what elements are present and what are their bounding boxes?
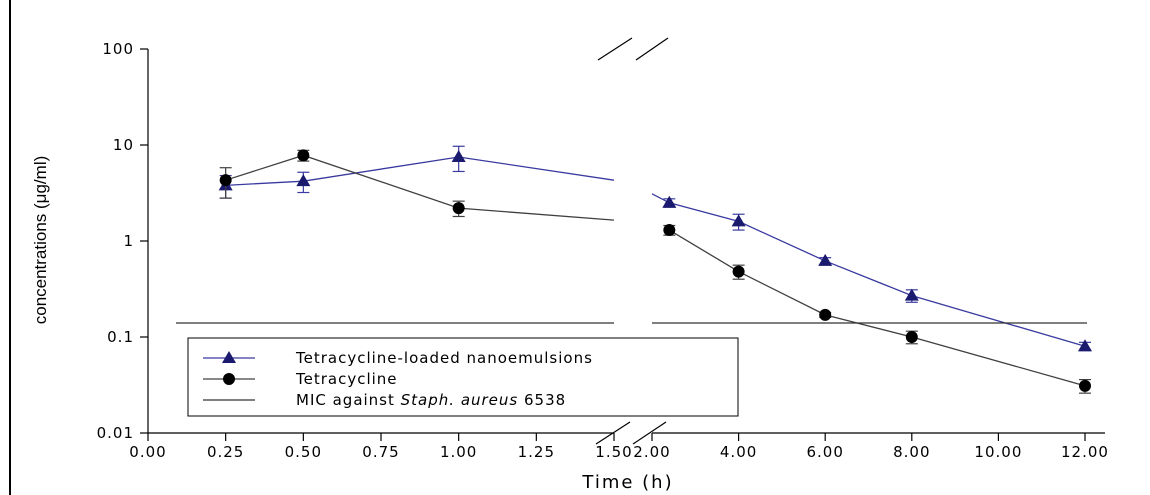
y-tick-label: 0.01 [97, 424, 134, 442]
x-tick-label: 1.25 [518, 443, 555, 461]
data-point-circle [1079, 379, 1091, 392]
x-tick-label: 10.00 [974, 443, 1022, 461]
x-tick-label: 0.25 [207, 443, 244, 461]
legend-marker-circle [223, 373, 235, 385]
y-tick-label: 10 [113, 136, 134, 154]
x-tick-label: 6.00 [806, 443, 843, 461]
legend-label-mic: MIC against Staph. aureus 6538 [296, 391, 566, 409]
x-tick-label: 12.00 [1061, 443, 1109, 461]
legend-label-nanoemulsions: Tetracycline-loaded nanoemulsions [295, 349, 593, 367]
data-point-circle [819, 308, 832, 321]
data-point-circle [905, 331, 918, 343]
series-layer [176, 145, 1092, 394]
data-point-circle [297, 149, 310, 162]
y-axis-title: concentrations (μg/ml) [31, 156, 50, 325]
axis-break-mark [632, 421, 667, 445]
x-tick-label: 0.00 [129, 443, 166, 461]
legend-label-tetracycline: Tetracycline [295, 370, 398, 388]
axes: 100 10 1 0.1 0.010.00 0.25 0.50 0.75 1.00 1.25 1.5… [97, 37, 1109, 461]
legend: Tetracycline-loaded nanoemulsions Tetrac… [187, 337, 739, 417]
x-tick-label: 8.00 [893, 443, 930, 461]
series-line-tetracycline-left [225, 154, 615, 221]
data-point-circle [732, 265, 745, 278]
data-point-triangle [451, 149, 466, 162]
data-point-triangle [1078, 339, 1092, 352]
legend-marker-triangle [222, 351, 236, 363]
data-point-circle [219, 174, 232, 187]
x-tick-label: 0.75 [362, 443, 399, 461]
y-tick-label: 0.1 [107, 328, 134, 346]
legend-box [187, 337, 739, 417]
data-point-triangle [662, 195, 677, 208]
x-tick-label: 1.50 [595, 443, 632, 461]
data-point-triangle [904, 288, 919, 301]
x-tick-label: 2.00 [633, 443, 670, 461]
x-tick-label: 0.50 [285, 443, 322, 461]
axis-break-mark [635, 37, 669, 61]
data-point-circle [452, 202, 465, 215]
axis-break-mark [597, 37, 633, 61]
x-tick-label: 1.00 [440, 443, 477, 461]
y-tick-label: 100 [102, 40, 134, 58]
data-point-triangle [731, 214, 746, 227]
data-point-triangle [296, 174, 311, 187]
data-point-circle [663, 224, 676, 237]
x-tick-label: 4.00 [720, 443, 757, 461]
x-axis-title: Time (h) [581, 472, 673, 493]
y-tick-label: 1 [123, 232, 134, 250]
series-line-nanoemulsions-left [225, 156, 615, 186]
axis-break-mark [595, 421, 631, 445]
data-point-triangle [818, 253, 833, 266]
